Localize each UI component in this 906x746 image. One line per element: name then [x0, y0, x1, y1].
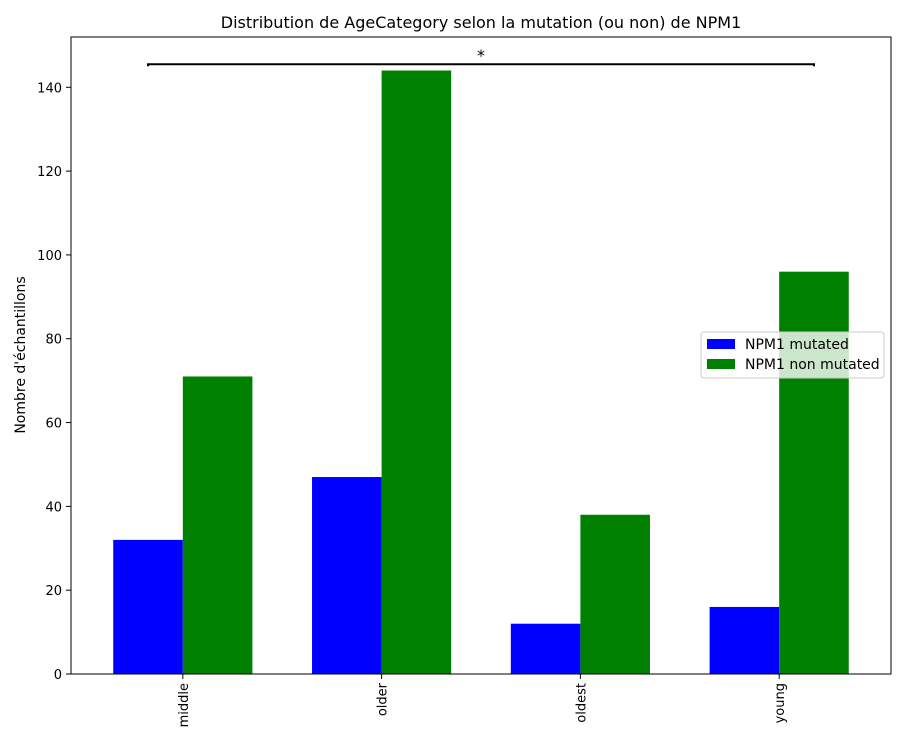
y-tick-label: 40 — [45, 500, 62, 515]
bar-oldest-mutated — [510, 623, 581, 674]
significance-marker: * — [477, 46, 485, 65]
bar-middle-mutated — [113, 539, 183, 674]
significance-bracket — [147, 63, 815, 67]
x-axis: middle older oldest young — [177, 674, 788, 727]
bar-oldest-non-mutated — [580, 514, 650, 674]
x-tick-label-young: young — [773, 683, 788, 723]
chart-title: Distribution de AgeCategory selon la mut… — [221, 13, 742, 32]
x-tick-label-oldest: oldest — [574, 683, 589, 723]
y-axis: 0 20 40 60 80 100 120 140 — [37, 81, 71, 683]
y-tick-label: 60 — [45, 417, 62, 432]
plot-frame — [70, 36, 892, 675]
y-tick-label: 100 — [37, 249, 62, 264]
legend-swatch-non-mutated — [707, 359, 735, 369]
bar-middle-non-mutated — [182, 376, 253, 674]
bar-young-mutated — [709, 606, 780, 674]
x-tick-label-older: older — [376, 682, 391, 716]
legend: NPM1 mutated NPM1 non mutated — [700, 331, 885, 379]
significance-annotation: * — [147, 46, 815, 67]
y-tick-label: 0 — [54, 668, 62, 683]
y-tick-label: 80 — [45, 333, 62, 348]
y-tick-label: 140 — [37, 81, 62, 96]
bar-older-mutated — [312, 477, 382, 674]
y-tick-label: 20 — [45, 584, 62, 599]
y-tick-label: 120 — [37, 165, 62, 180]
bars — [113, 70, 849, 675]
x-tick-label-middle: middle — [177, 683, 192, 727]
bar-older-non-mutated — [381, 70, 452, 675]
legend-label-non-mutated: NPM1 non mutated — [745, 357, 880, 373]
legend-swatch-mutated — [707, 339, 735, 349]
y-axis-title: Nombre d'échantillons — [13, 276, 29, 433]
legend-label-mutated: NPM1 mutated — [745, 337, 849, 353]
legend-box — [700, 331, 885, 379]
